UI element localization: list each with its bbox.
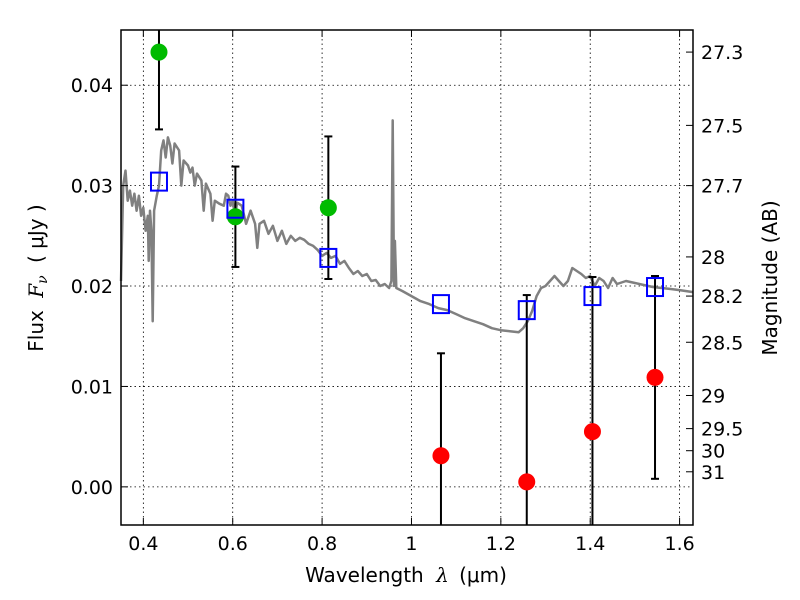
mag-tick-label: 29 [701, 385, 725, 407]
spectrum-line [119, 119, 694, 334]
model-point [583, 286, 602, 307]
y-tick-label: 0.04 [71, 75, 113, 97]
x-tick-label: 1.6 [664, 533, 694, 555]
x-tick-label: 0.8 [307, 533, 337, 555]
mag-tick-label: 27.5 [701, 115, 743, 137]
y-tick-label: 0.03 [71, 176, 113, 198]
x-tick-label: 1.2 [486, 533, 516, 555]
y-tick-label: 0.02 [71, 276, 113, 298]
model-point [226, 198, 245, 219]
mag-tick-label: 27.3 [701, 42, 743, 64]
data-point [583, 423, 601, 441]
model-point [149, 171, 168, 192]
data-point [432, 447, 450, 465]
template-spectrum [119, 119, 694, 334]
y-tick-label: 0.01 [71, 376, 113, 398]
y-tick-label: 0.00 [71, 477, 113, 499]
mag-tick-label: 27.7 [701, 176, 743, 198]
data-point [646, 368, 664, 386]
data-point [150, 43, 168, 61]
grid [121, 30, 693, 525]
x-tick-label: 1.4 [575, 533, 605, 555]
model-point [431, 294, 450, 315]
mag-tick-label: 28.2 [701, 286, 743, 308]
model-point [517, 300, 536, 321]
x-tick-label: 1 [405, 533, 417, 555]
mag-tick-label: 31 [701, 462, 725, 484]
mag-tick-label: 28 [701, 247, 725, 269]
axes-frame [120, 29, 694, 526]
y-axis-title: Flux Fν ( μJy ) [24, 204, 52, 351]
x-tick-label: 0.4 [128, 533, 158, 555]
data-point [319, 199, 337, 217]
data-points [149, 30, 665, 525]
x-axis-title: Wavelength λ (μm) [305, 563, 507, 587]
plot-frame [120, 29, 694, 526]
data-point [518, 473, 536, 491]
axis-ticks: 0.4 0.6 0.8 1 1.2 1.4 1.6 0.00 0.01 0.02 0.03 0.04 2… [71, 30, 743, 555]
magnitude-axis-title: Magnitude (AB) [758, 200, 782, 355]
model-point [319, 247, 338, 268]
model-point [646, 277, 665, 298]
mag-tick-label: 30 [701, 441, 725, 463]
x-tick-label: 0.6 [218, 533, 248, 555]
mag-tick-label: 28.5 [701, 332, 743, 354]
mag-tick-label: 29.5 [701, 419, 743, 441]
